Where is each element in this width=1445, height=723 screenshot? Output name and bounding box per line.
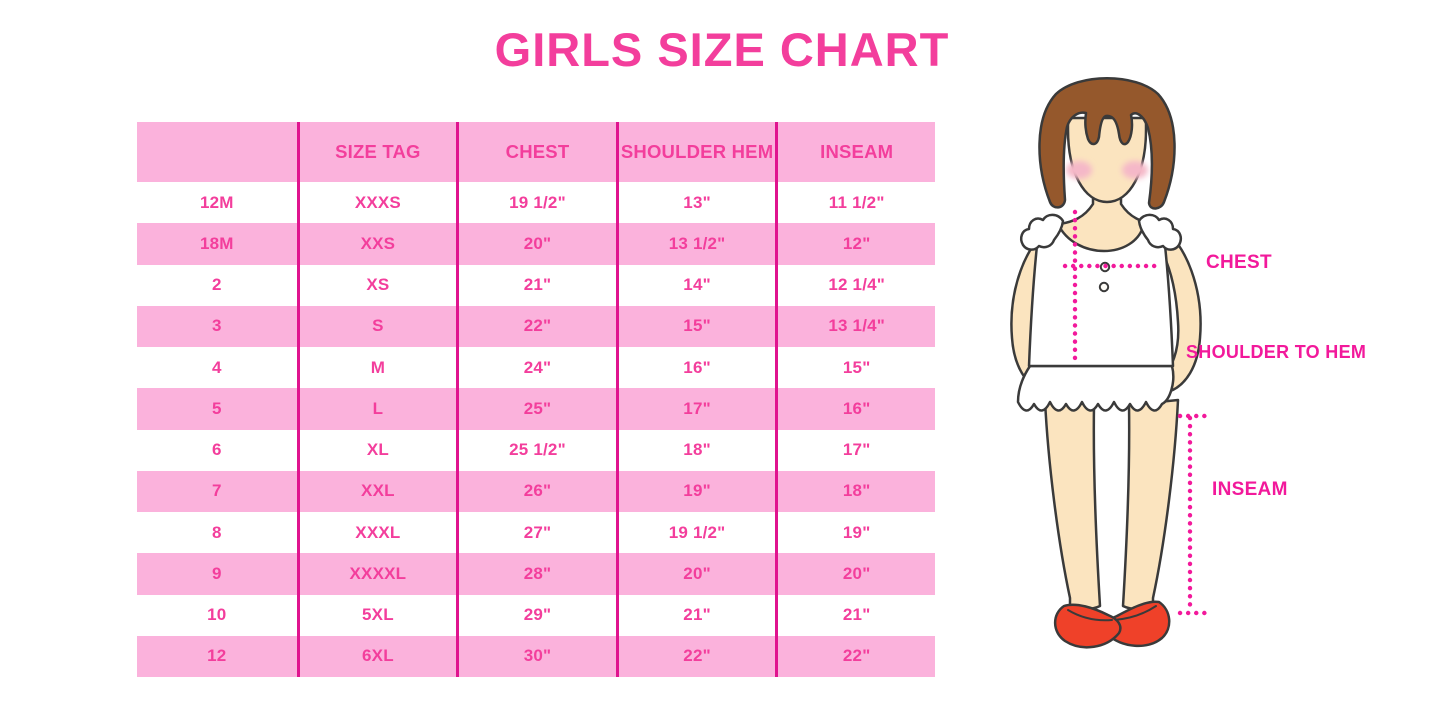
girl-illustration bbox=[1010, 77, 1210, 649]
table-cell: 16" bbox=[775, 388, 935, 430]
row-size-label: 10 bbox=[137, 594, 297, 636]
table-cell: 25 1/2" bbox=[456, 429, 616, 471]
table-cell: 13 1/2" bbox=[615, 223, 776, 265]
bottom-button bbox=[1098, 281, 1110, 293]
table-cell: XL bbox=[296, 429, 457, 471]
table-cell: 12 1/4" bbox=[775, 264, 935, 306]
page-title: GIRLS SIZE CHART bbox=[494, 23, 950, 76]
table-cell: 28" bbox=[456, 553, 616, 595]
table-cell: 20" bbox=[775, 553, 935, 595]
table-cell: 26" bbox=[456, 470, 616, 512]
left-shoe-strap bbox=[1067, 609, 1113, 622]
table-cell: 18" bbox=[615, 429, 776, 471]
table-cell: 5XL bbox=[296, 594, 457, 636]
column-header: SHOULDER HEM bbox=[615, 122, 776, 182]
table-cell: 6XL bbox=[296, 635, 457, 677]
table-cell: 16" bbox=[615, 347, 776, 389]
row-size-label: 3 bbox=[137, 305, 297, 347]
face bbox=[1066, 116, 1148, 204]
table-cell: 30" bbox=[456, 635, 616, 677]
row-size-label: 18M bbox=[137, 223, 297, 265]
right-cheek bbox=[1122, 161, 1148, 179]
table-cell: 14" bbox=[615, 264, 776, 306]
table-cell: 15" bbox=[775, 347, 935, 389]
table-cell: 15" bbox=[615, 305, 776, 347]
table-cell: XXXS bbox=[296, 182, 457, 224]
table-cell: 19 1/2" bbox=[615, 512, 776, 554]
left-shoulder-ruffle bbox=[1020, 213, 1065, 251]
row-size-label: 4 bbox=[137, 347, 297, 389]
table-cell: 11 1/2" bbox=[775, 182, 935, 224]
hair bbox=[1038, 77, 1176, 210]
table-cell: XXXL bbox=[296, 512, 457, 554]
table-cell: XXL bbox=[296, 470, 457, 512]
left-cheek bbox=[1066, 161, 1092, 179]
size-chart-table: SIZE TAG CHEST SHOULDER HEM INSEAM 12M XXXS 19… bbox=[137, 122, 935, 677]
row-size-label: 12M bbox=[137, 182, 297, 224]
table-cell: XS bbox=[296, 264, 457, 306]
right-shoulder-ruffle bbox=[1137, 213, 1182, 251]
table-cell: 22" bbox=[456, 305, 616, 347]
table-cell: L bbox=[296, 388, 457, 430]
table-cell: XXS bbox=[296, 223, 457, 265]
right-shoe-strap bbox=[1113, 605, 1157, 621]
table-cell: 21" bbox=[456, 264, 616, 306]
table-cell: M bbox=[296, 347, 457, 389]
row-size-label: 2 bbox=[137, 264, 297, 306]
row-size-label: 5 bbox=[137, 388, 297, 430]
table-cell: 19 1/2" bbox=[456, 182, 616, 224]
table-cell: 20" bbox=[456, 223, 616, 265]
table-cell: 27" bbox=[456, 512, 616, 554]
row-size-label: 7 bbox=[137, 470, 297, 512]
table-cell: 13" bbox=[615, 182, 776, 224]
right-leg bbox=[1121, 398, 1180, 611]
skirt bbox=[1016, 364, 1175, 412]
table-cell: 22" bbox=[615, 635, 776, 677]
row-size-label: 6 bbox=[137, 429, 297, 471]
left-shoe bbox=[1053, 603, 1122, 649]
table-cell: 25" bbox=[456, 388, 616, 430]
row-size-label: 9 bbox=[137, 553, 297, 595]
table-cell: XXXXL bbox=[296, 553, 457, 595]
column-header: INSEAM bbox=[775, 122, 935, 182]
shoulder-to-hem-label: SHOULDER TO HEM bbox=[1186, 342, 1367, 362]
chest-label: CHEST bbox=[1206, 252, 1272, 273]
row-size-label: 8 bbox=[137, 512, 297, 554]
table-cell: S bbox=[296, 305, 457, 347]
table-cell: 21" bbox=[615, 594, 776, 636]
table-cell: 17" bbox=[615, 388, 776, 430]
left-leg bbox=[1043, 398, 1102, 611]
inseam-label: INSEAM bbox=[1212, 479, 1288, 500]
table-cell: 22" bbox=[775, 635, 935, 677]
column-header: CHEST bbox=[456, 122, 616, 182]
table-cell: 18" bbox=[775, 470, 935, 512]
table-cell: 12" bbox=[775, 223, 935, 265]
table-cell: 20" bbox=[615, 553, 776, 595]
table-cell: 13 1/4" bbox=[775, 305, 935, 347]
table-cell: 17" bbox=[775, 429, 935, 471]
table-cell: 21" bbox=[775, 594, 935, 636]
row-size-label: 12 bbox=[137, 635, 297, 677]
table-cell: 24" bbox=[456, 347, 616, 389]
column-header bbox=[137, 122, 297, 182]
table-cell: 19" bbox=[615, 470, 776, 512]
table-cell: 29" bbox=[456, 594, 616, 636]
column-header: SIZE TAG bbox=[296, 122, 457, 182]
table-cell: 19" bbox=[775, 512, 935, 554]
